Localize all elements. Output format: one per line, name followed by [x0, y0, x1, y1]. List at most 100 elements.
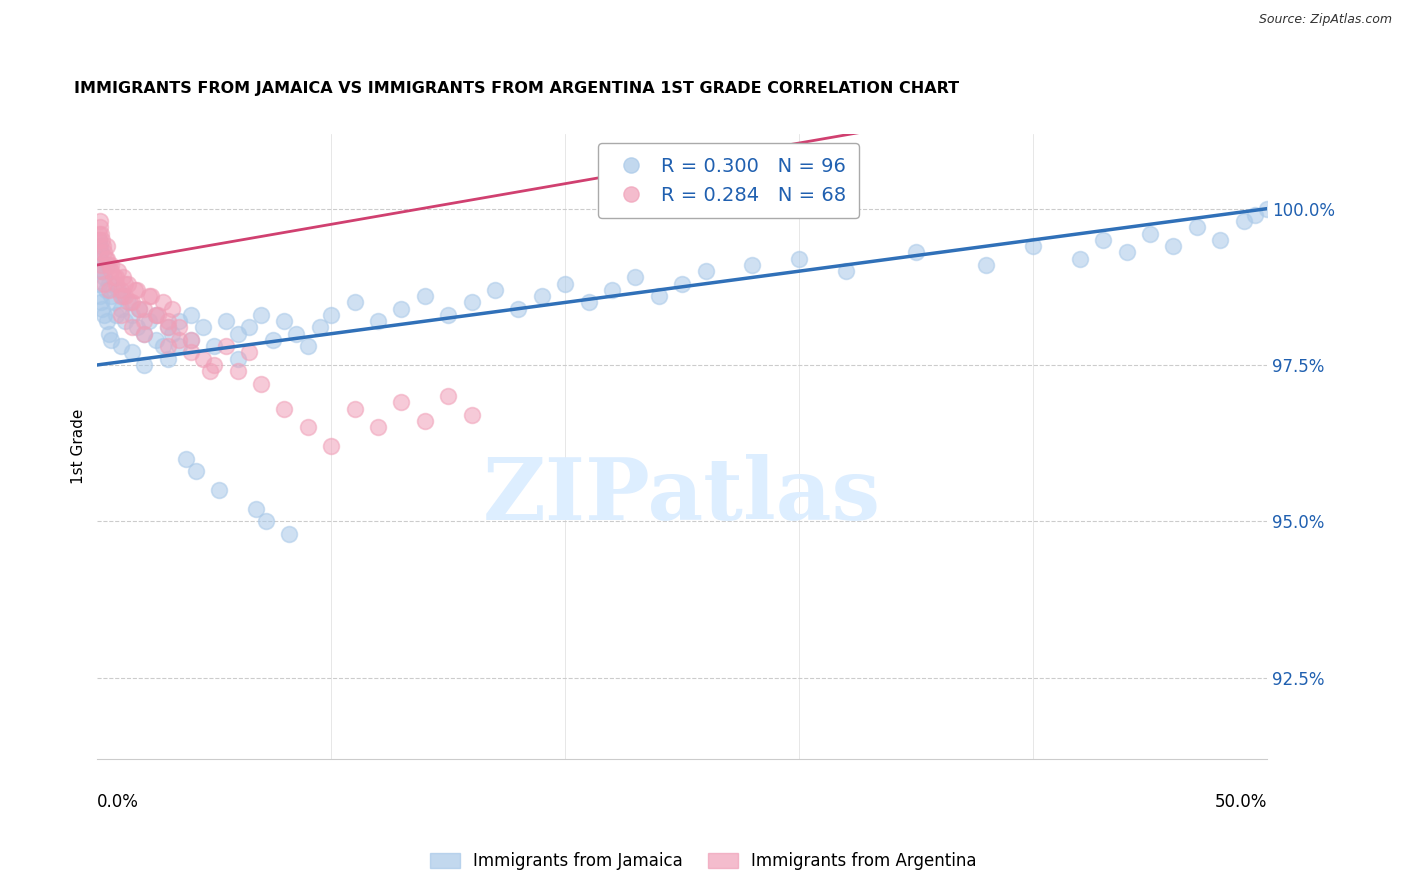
Point — [121, 320, 143, 334]
Point — [238, 320, 260, 334]
Point — [98, 258, 121, 272]
Point — [437, 389, 460, 403]
Point — [1022, 239, 1045, 253]
Point — [96, 252, 118, 266]
Point — [167, 333, 190, 347]
Point — [648, 289, 671, 303]
Point — [226, 326, 249, 341]
Point — [1069, 252, 1091, 266]
Point — [134, 314, 156, 328]
Point — [90, 227, 112, 241]
Point — [121, 308, 143, 322]
Point — [191, 351, 214, 366]
Legend: R = 0.300   N = 96, R = 0.284   N = 68: R = 0.300 N = 96, R = 0.284 N = 68 — [599, 144, 859, 219]
Point — [413, 414, 436, 428]
Point — [174, 451, 197, 466]
Point — [152, 339, 174, 353]
Point — [554, 277, 576, 291]
Point — [367, 420, 389, 434]
Point — [100, 264, 122, 278]
Point — [671, 277, 693, 291]
Point — [120, 295, 142, 310]
Point — [343, 295, 366, 310]
Point — [100, 333, 122, 347]
Point — [90, 258, 112, 272]
Point — [321, 308, 343, 322]
Point — [89, 220, 111, 235]
Point — [94, 252, 117, 266]
Point — [297, 339, 319, 353]
Point — [156, 320, 179, 334]
Point — [167, 320, 190, 334]
Point — [273, 401, 295, 416]
Point — [145, 308, 167, 322]
Point — [1209, 233, 1232, 247]
Point — [741, 258, 763, 272]
Point — [198, 364, 221, 378]
Point — [98, 283, 121, 297]
Point — [93, 308, 115, 322]
Point — [343, 401, 366, 416]
Point — [391, 301, 413, 316]
Point — [180, 308, 202, 322]
Point — [110, 339, 132, 353]
Point — [215, 339, 238, 353]
Point — [905, 245, 928, 260]
Point — [787, 252, 810, 266]
Point — [180, 333, 202, 347]
Point — [226, 351, 249, 366]
Point — [530, 289, 553, 303]
Point — [245, 501, 267, 516]
Point — [835, 264, 858, 278]
Point — [87, 233, 110, 247]
Point — [93, 245, 115, 260]
Point — [107, 283, 129, 297]
Point — [91, 258, 114, 272]
Point — [167, 339, 190, 353]
Point — [124, 283, 146, 297]
Point — [156, 339, 179, 353]
Point — [273, 314, 295, 328]
Point — [128, 301, 150, 316]
Point — [391, 395, 413, 409]
Point — [114, 277, 136, 291]
Point — [1244, 208, 1267, 222]
Point — [250, 376, 273, 391]
Point — [138, 314, 160, 328]
Point — [600, 283, 623, 297]
Point — [297, 420, 319, 434]
Point — [202, 358, 225, 372]
Point — [974, 258, 997, 272]
Point — [160, 301, 183, 316]
Point — [437, 308, 460, 322]
Point — [1256, 202, 1278, 216]
Point — [1163, 239, 1185, 253]
Point — [93, 277, 115, 291]
Point — [226, 364, 249, 378]
Y-axis label: 1st Grade: 1st Grade — [72, 409, 86, 483]
Point — [87, 277, 110, 291]
Point — [114, 314, 136, 328]
Point — [114, 289, 136, 303]
Point — [98, 326, 121, 341]
Point — [156, 314, 179, 328]
Point — [367, 314, 389, 328]
Point — [308, 320, 330, 334]
Point — [624, 270, 647, 285]
Point — [94, 283, 117, 297]
Point — [90, 295, 112, 310]
Point — [89, 252, 111, 266]
Point — [117, 295, 139, 310]
Point — [117, 277, 139, 291]
Point — [89, 214, 111, 228]
Point — [146, 308, 169, 322]
Point — [93, 270, 115, 285]
Point — [138, 289, 160, 303]
Point — [215, 314, 238, 328]
Point — [96, 258, 118, 272]
Point — [250, 308, 273, 322]
Point — [134, 326, 156, 341]
Point — [100, 258, 122, 272]
Point — [208, 483, 231, 497]
Point — [460, 295, 482, 310]
